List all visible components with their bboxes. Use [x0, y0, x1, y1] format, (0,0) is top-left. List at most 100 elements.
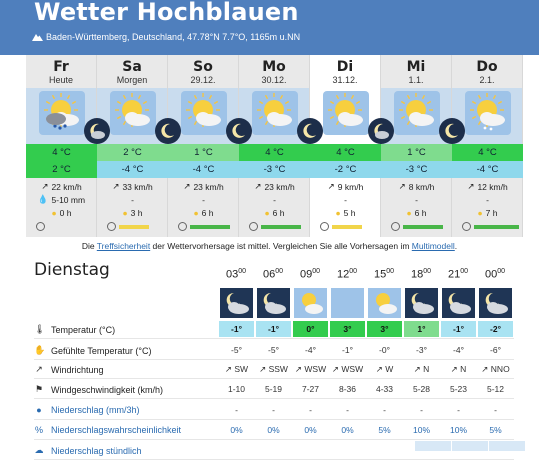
max-temperature: 4 °C: [310, 144, 381, 161]
row-label-text: Windgeschwindigkeit (km/h): [51, 384, 164, 395]
night-moon-icon: [226, 118, 252, 149]
sunshine-bar: [119, 225, 149, 229]
day-stats: ↗ 12 km/h - ● 7 h: [452, 180, 523, 219]
cloud-sun-rain-icon: [39, 91, 85, 140]
day-date: 31.12.: [332, 75, 358, 85]
temp-value: -1°: [441, 321, 476, 337]
feels-value: -3°: [416, 345, 427, 355]
multimodel-link[interactable]: Multimodell: [411, 241, 455, 251]
day-name: Mi: [406, 59, 426, 75]
night-moon-icon: [297, 118, 323, 149]
wind-arrow-icon: ↗: [481, 364, 489, 374]
hour-value: 18: [410, 268, 424, 281]
note-text-2: der Wettervorhersage ist mittel. Verglei…: [150, 241, 412, 251]
sun-icon: ●: [193, 207, 199, 218]
wind-speed: 23 km/h: [193, 181, 224, 192]
day-name: Sa: [122, 59, 142, 75]
location-details: Baden-Württemberg, Deutschland, 47.78°N …: [46, 32, 301, 42]
wind-arrow-icon: ↗: [183, 181, 191, 191]
feels-value: -4°: [453, 345, 464, 355]
temp-value: 3°: [367, 321, 402, 337]
temp-value: -1°: [256, 321, 291, 337]
feels-value: -6°: [490, 345, 501, 355]
accuracy-link[interactable]: Treffsicherheit: [96, 241, 151, 251]
rain-cloud-icon: ☁: [34, 445, 44, 455]
page-title: Wetter Hochblauen: [34, 0, 299, 26]
wind-arrow-icon: ↗: [327, 181, 335, 191]
wind-dir-text: NNO: [490, 364, 510, 374]
day-date: 29.12.: [190, 75, 216, 85]
thermometer-icon: 🌡: [34, 324, 46, 334]
precip-prob-value: 10%: [449, 425, 467, 435]
hour-value: 03: [225, 268, 239, 281]
hour-label: 0300: [218, 268, 254, 281]
precip-prob-value: 5%: [378, 425, 391, 435]
sun-cloud-icon: [323, 91, 369, 140]
day-date: 30.12.: [261, 75, 287, 85]
no-precip: -: [273, 194, 276, 205]
max-temperature: 4 °C: [239, 144, 310, 161]
min-temperature: -3 °C: [239, 161, 310, 178]
row-label-precip-hourly[interactable]: ☁ Niederschlag stündlich: [34, 445, 142, 456]
wind-arrow-icon: ↗: [224, 364, 233, 374]
sun-cloud-icon: [294, 288, 327, 318]
no-precip: -: [486, 194, 489, 205]
hour-label: 0900: [292, 268, 328, 281]
max-temperature: 4 °C: [452, 144, 523, 161]
precip-prob-value: 10%: [412, 425, 430, 435]
wind-speed-value: 8-36: [338, 384, 356, 394]
note-text-3: .: [454, 241, 458, 251]
row-label-text: Temperatur (°C): [51, 324, 116, 335]
wind-speed: 22 km/h: [51, 181, 82, 192]
hour-minutes: 00: [497, 268, 506, 275]
wind-arrow-icon: ↗: [467, 181, 475, 191]
row-divider: [34, 359, 514, 360]
sunshine-hours: 3 h: [130, 207, 143, 218]
precip-value: -: [494, 405, 497, 415]
day-stats: ↗ 33 km/h - ● 3 h: [97, 180, 168, 219]
precip-prob-value: 0%: [304, 425, 317, 435]
flag-icon: ⚑: [34, 384, 44, 394]
row-label-precip[interactable]: ● Niederschlag (mm/3h): [34, 405, 140, 415]
wind-dir-value: ↗ WSW: [330, 364, 365, 375]
precip-value: -: [346, 405, 349, 415]
day-name: Fr: [53, 59, 69, 75]
hour-value: 15: [373, 268, 387, 281]
row-divider: [34, 398, 514, 399]
row-label-text: Niederschlagswahrscheinlichkeit: [51, 425, 182, 435]
hour-minutes: 00: [349, 268, 358, 275]
max-temperature: 1 °C: [168, 144, 239, 161]
day-date: Heute: [48, 75, 74, 85]
hourly-precip-bar: [452, 441, 488, 451]
row-label-temp: 🌡 Temperatur (°C): [34, 324, 115, 335]
day-stats: ↗ 23 km/h - ● 6 h: [168, 180, 239, 219]
min-temperature: -4 °C: [452, 161, 523, 178]
max-temperature: 1 °C: [381, 144, 452, 161]
hourly-precip-bar: [415, 441, 451, 451]
night-cloud-icon: [220, 288, 253, 318]
row-label-text: Windrichtung: [51, 364, 104, 375]
note-text-1: Die: [81, 241, 97, 251]
sunshine-hours: 6 h: [414, 207, 427, 218]
no-precip: -: [344, 194, 347, 205]
temp-value: 3°: [330, 321, 365, 337]
min-temperature: 2 °C: [26, 161, 97, 178]
row-label-text: Niederschlag stündlich: [51, 445, 142, 456]
hour-label: 1500: [366, 268, 402, 281]
row-label-wind-dir: ↗ Windrichtung: [34, 364, 104, 375]
feels-value: -5°: [268, 345, 279, 355]
sun-icon: ●: [335, 207, 341, 218]
night-moon-icon: [368, 118, 394, 149]
row-divider: [34, 338, 514, 339]
wind-speed-value: 5-28: [412, 384, 430, 394]
hour-value: 21: [447, 268, 461, 281]
row-label-precip-prob[interactable]: % Niederschlagswahrscheinlichkeit: [34, 425, 181, 435]
reliability-icon: [462, 222, 471, 231]
wind-speed: 12 km/h: [477, 181, 508, 192]
night-cloud-icon: [442, 288, 475, 318]
wind-dir-text: WSW: [341, 364, 364, 374]
temp-value: -1°: [219, 321, 254, 337]
precip-prob-value: 5%: [489, 425, 502, 435]
row-label-text: Niederschlag (mm/3h): [51, 405, 140, 415]
wind-dir-text: N: [460, 364, 467, 374]
